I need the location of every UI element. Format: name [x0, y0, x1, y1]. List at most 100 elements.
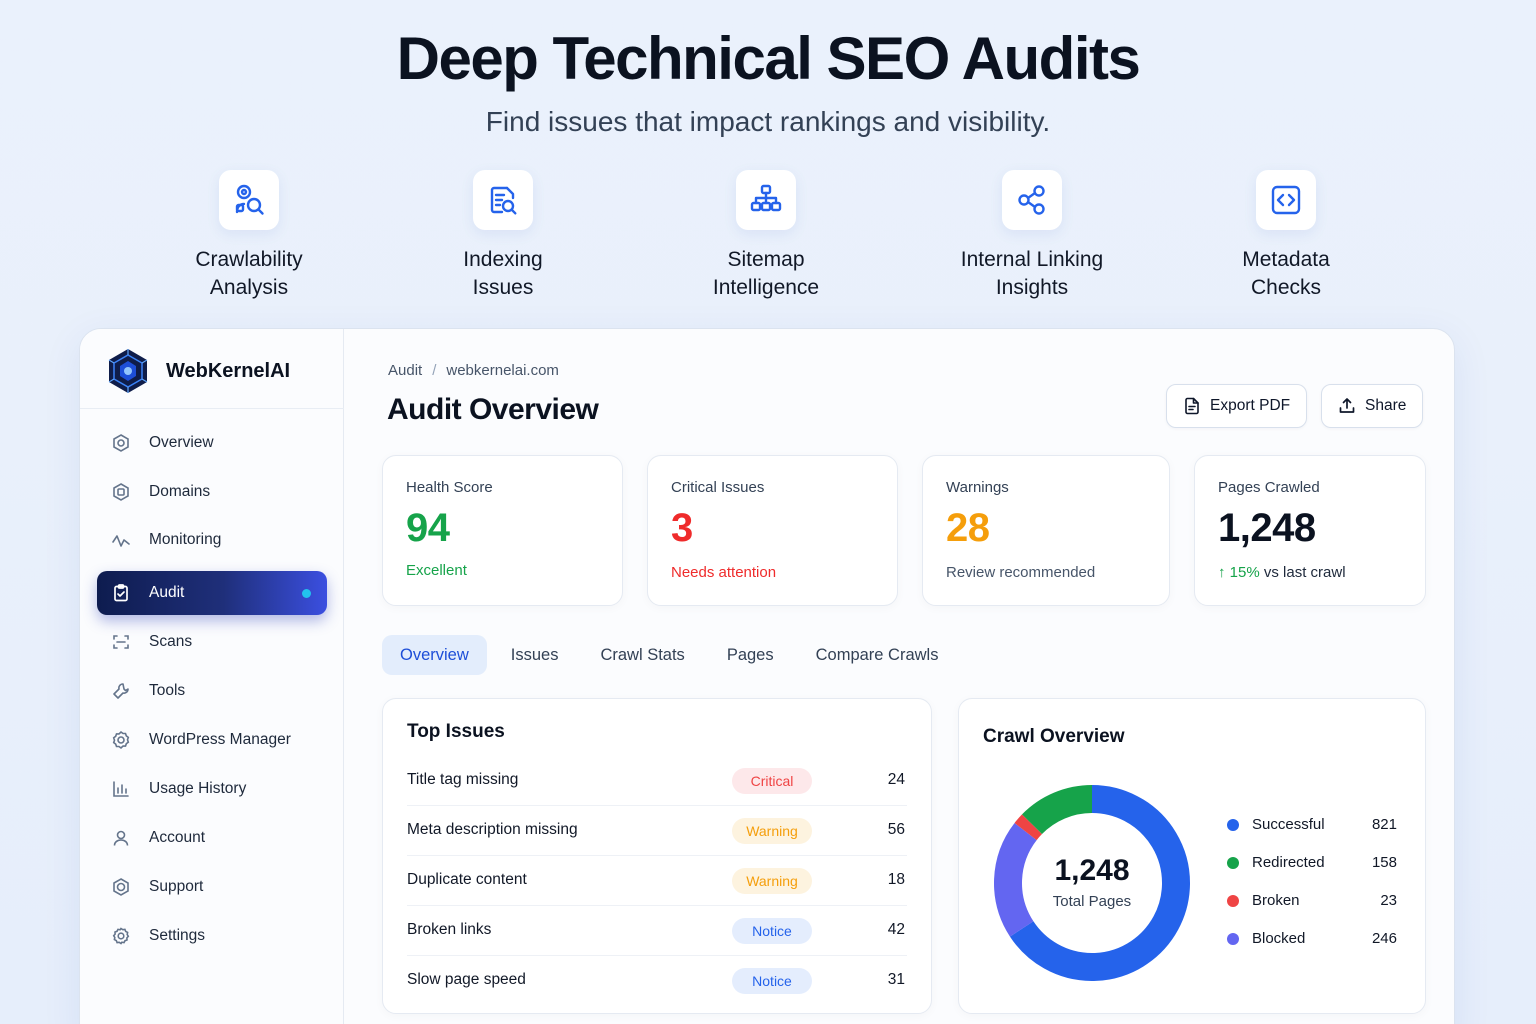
divider [80, 408, 344, 409]
issue-count: 31 [887, 971, 905, 988]
tools-icon [111, 681, 131, 701]
share-label: Share [1365, 397, 1407, 414]
sidebar-item-overview[interactable]: Overview [97, 421, 327, 465]
sidebar-item-support[interactable]: Support [97, 865, 327, 909]
document-search-icon [473, 170, 533, 230]
legend-value: 158 [1371, 854, 1397, 871]
user-icon [111, 828, 131, 848]
breadcrumb: Audit / webkernelai.com [388, 362, 559, 379]
hero-title: Deep Technical SEO Audits [396, 25, 1141, 92]
legend-label: Successful [1252, 816, 1325, 833]
sidebar-item-monitoring[interactable]: Monitoring [97, 518, 327, 562]
breadcrumb-current: webkernelai.com [446, 362, 559, 379]
table-row[interactable]: Title tag missing Critical 24 [407, 756, 907, 806]
legend-item: Successful 821 [1227, 814, 1397, 836]
legend-item: Redirected 158 [1227, 852, 1397, 874]
sidebar-item-label: Overview [149, 434, 214, 451]
arrow-up-icon: ↑ [1218, 564, 1226, 581]
trend-value: 15% [1229, 564, 1260, 581]
issue-name: Broken links [407, 921, 492, 938]
sidebar-item-label: Audit [149, 584, 185, 601]
brand-name: WebKernelAI [166, 359, 291, 382]
legend-value: 821 [1371, 816, 1397, 833]
breadcrumb-separator: / [432, 362, 437, 379]
sidebar: WebKernelAI Overview Domains Monitoring … [80, 329, 344, 1024]
table-row[interactable]: Duplicate content Warning 18 [407, 856, 907, 906]
issue-name: Duplicate content [407, 871, 527, 888]
sidebar-item-audit[interactable]: Audit [97, 571, 327, 615]
donut-slice-broken[interactable] [1014, 814, 1043, 841]
donut-slice-successful[interactable] [1009, 785, 1190, 981]
app-window: WebKernelAI Overview Domains Monitoring … [79, 328, 1455, 1024]
table-row[interactable]: Broken links Notice 42 [407, 906, 907, 956]
pages-crawled-card: Pages Crawled 1,248 ↑ 15% vs last crawl [1194, 455, 1426, 606]
stat-label: Critical Issues [671, 479, 765, 496]
overview-icon [111, 433, 131, 453]
legend-value: 246 [1371, 930, 1397, 947]
panel-title: Top Issues [407, 721, 505, 742]
health-score-card: Health Score 94 Excellent [382, 455, 623, 606]
legend-label: Blocked [1252, 930, 1306, 947]
legend-label: Redirected [1252, 854, 1325, 871]
breadcrumb-root[interactable]: Audit [388, 362, 423, 379]
share-button[interactable]: Share [1321, 384, 1424, 428]
table-row[interactable]: Slow page speed Notice 31 [407, 956, 907, 1006]
stat-value: 3 [671, 506, 693, 550]
crawl-search-icon [219, 170, 279, 230]
sidebar-item-label: WordPress Manager [149, 731, 291, 748]
donut-slice-blocked[interactable] [994, 822, 1037, 937]
tab-compare-crawls[interactable]: Compare Crawls [815, 645, 939, 664]
feature-indexing: Indexing Issues [383, 170, 623, 302]
sidebar-item-label: Scans [149, 633, 193, 650]
main-content: Audit / webkernelai.com Audit Overview Exp… [344, 329, 1454, 1024]
issue-count: 24 [887, 771, 905, 788]
sidebar-item-settings[interactable]: Settings [97, 914, 327, 958]
stat-label: Warnings [946, 479, 1009, 496]
stat-label: Pages Crawled [1218, 479, 1320, 496]
sidebar-item-wordpress-manager[interactable]: WordPress Manager [97, 718, 327, 762]
severity-badge: Notice [732, 918, 812, 944]
panel-title: Crawl Overview [983, 726, 1125, 747]
legend-swatch [1227, 857, 1239, 869]
tab-issues[interactable]: Issues [510, 645, 559, 664]
sidebar-item-domains[interactable]: Domains [97, 470, 327, 514]
file-icon [1185, 397, 1199, 415]
pulse-icon [111, 530, 131, 550]
wordpress-icon [111, 730, 131, 750]
clipboard-check-icon [111, 583, 131, 603]
tab-bar: Overview Issues Crawl Stats Pages Compar… [382, 635, 962, 675]
tab-crawl-stats[interactable]: Crawl Stats [600, 645, 685, 664]
severity-badge: Warning [732, 818, 812, 844]
sidebar-item-tools[interactable]: Tools [97, 669, 327, 713]
share-nodes-icon [1002, 170, 1062, 230]
feature-metadata: Metadata Checks [1166, 170, 1406, 302]
stat-trend: ↑ 15% vs last crawl [1218, 564, 1346, 581]
export-pdf-button[interactable]: Export PDF [1166, 384, 1308, 428]
donut-slice-redirected[interactable] [1022, 785, 1093, 835]
scan-icon [111, 632, 131, 652]
hero-subtitle: Find issues that impact rankings and vis… [485, 106, 1051, 137]
tab-pages[interactable]: Pages [726, 645, 774, 664]
tab-overview[interactable]: Overview [382, 635, 487, 675]
export-pdf-label: Export PDF [1210, 397, 1291, 414]
stat-value: 1,248 [1218, 506, 1316, 550]
feature-internal-linking: Internal Linking Insights [912, 170, 1152, 302]
sidebar-item-label: Usage History [149, 780, 247, 797]
logo-icon [108, 349, 148, 393]
donut-total-label: Total Pages [1052, 893, 1132, 910]
sidebar-item-scans[interactable]: Scans [97, 620, 327, 664]
issue-name: Meta description missing [407, 821, 578, 838]
code-icon [1256, 170, 1316, 230]
brand[interactable]: WebKernelAI [104, 347, 290, 395]
sidebar-item-usage-history[interactable]: Usage History [97, 767, 327, 811]
stat-value: 28 [946, 506, 990, 550]
stat-note: Review recommended [946, 564, 1096, 581]
upload-icon [1339, 398, 1355, 413]
feature-crawlability: Crawlability Analysis [129, 170, 369, 302]
table-row[interactable]: Meta description missing Warning 56 [407, 806, 907, 856]
feature-label: Indexing Issues [463, 248, 543, 299]
sidebar-item-account[interactable]: Account [97, 816, 327, 860]
sidebar-item-label: Settings [149, 927, 206, 944]
severity-badge: Notice [732, 968, 812, 994]
legend-label: Broken [1252, 892, 1300, 909]
